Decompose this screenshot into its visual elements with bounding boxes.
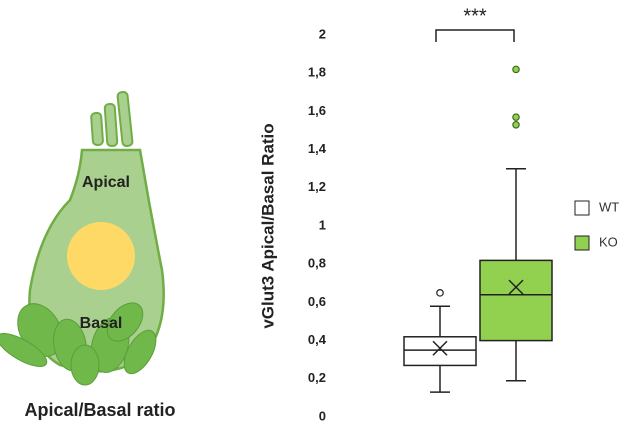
y-tick-label: 0,6 [308,294,326,309]
outlier [513,114,519,120]
y-tick-label: 0,4 [308,332,327,347]
outlier [437,290,443,296]
significance-bracket [436,30,514,42]
y-tick-label: 0 [319,408,326,423]
cell-illustration [0,92,164,385]
y-tick-label: 1,4 [308,141,327,156]
y-tick-label: 1,2 [308,179,326,194]
legend-label: WT [599,199,619,214]
outlier [513,122,519,128]
apical-label: Apical [82,174,130,191]
chart: Apical Basal Apical/Basal ratio vGlut3 A… [0,0,623,426]
significance-annotation: *** [463,5,487,27]
y-tick-label: 1 [319,217,326,232]
box [480,260,552,340]
y-tick-label: 1,8 [308,65,326,80]
y-tick-label: 0,2 [308,370,326,385]
illustration-caption: Apical/Basal ratio [24,400,175,420]
basal-label: Basal [80,315,123,332]
y-tick-label: 0,8 [308,256,326,271]
legend-swatch [575,236,589,250]
legend-swatch [575,201,589,215]
box [404,337,476,366]
y-tick-label: 1,6 [308,103,326,118]
outlier [513,66,519,72]
legend-label: KO [599,234,618,249]
y-tick-label: 2 [319,26,326,41]
y-axis-label: vGlut3 Apical/Basal Ratio [258,123,277,328]
